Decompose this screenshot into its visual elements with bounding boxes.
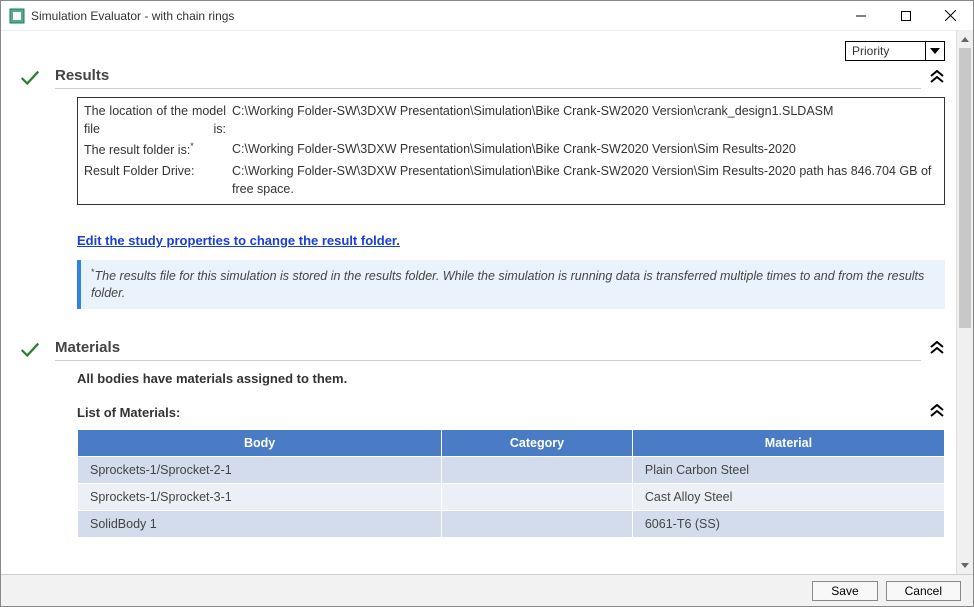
results-heading: Results [55, 67, 921, 89]
drive-value: C:\Working Folder-SW\3DXW Presentation\S… [232, 162, 938, 198]
materials-list-label: List of Materials: [77, 404, 945, 421]
save-button[interactable]: Save [812, 581, 877, 601]
drive-label: Result Folder Drive: [84, 162, 232, 198]
result-folder-value: C:\Working Folder-SW\3DXW Presentation\S… [232, 140, 938, 159]
materials-table: Body Category Material Sprockets-1/Sproc… [77, 429, 945, 538]
edit-properties-link[interactable]: Edit the study properties to change the … [77, 233, 400, 248]
materials-section-header: Materials [19, 339, 945, 361]
app-icon [9, 8, 25, 24]
col-category: Category [442, 429, 633, 456]
table-row: Sprockets-1/Sprocket-2-1 Plain Carbon St… [78, 456, 945, 483]
table-row: Sprockets-1/Sprocket-3-1 Cast Alloy Stee… [78, 483, 945, 510]
dropdown-selected: Priority [852, 44, 889, 58]
footer: Save Cancel [1, 574, 973, 606]
content-area: Priority Results The location of the mod… [1, 31, 973, 574]
results-section-header: Results [19, 67, 945, 89]
priority-dropdown[interactable]: Priority [845, 41, 945, 61]
maximize-button[interactable] [883, 1, 928, 31]
minimize-button[interactable] [838, 1, 883, 31]
check-icon [19, 339, 55, 361]
collapse-icon[interactable] [929, 341, 945, 358]
collapse-icon[interactable] [929, 70, 945, 87]
materials-heading: Materials [55, 339, 921, 361]
model-location-label: The location of the model file is: [84, 102, 232, 138]
window-title: Simulation Evaluator - with chain rings [31, 9, 838, 23]
window-controls [838, 1, 973, 31]
chevron-down-icon [925, 42, 940, 60]
table-row: SolidBody 1 6061-T6 (SS) [78, 510, 945, 537]
model-location-value: C:\Working Folder-SW\3DXW Presentation\S… [232, 102, 938, 138]
cancel-button[interactable]: Cancel [886, 581, 961, 601]
col-body: Body [78, 429, 442, 456]
col-material: Material [632, 429, 944, 456]
results-note: *The results file for this simulation is… [77, 260, 945, 309]
scroll-thumb[interactable] [959, 48, 971, 328]
scrollbar[interactable] [956, 31, 973, 574]
close-button[interactable] [928, 1, 973, 31]
collapse-icon[interactable] [929, 404, 945, 421]
results-info-box: The location of the model file is: C:\Wo… [77, 97, 945, 205]
scroll-down-icon[interactable] [957, 557, 973, 574]
check-icon [19, 67, 55, 89]
titlebar: Simulation Evaluator - with chain rings [1, 1, 973, 31]
materials-status: All bodies have materials assigned to th… [77, 371, 945, 386]
result-folder-label: The result folder is:* [84, 140, 232, 159]
scroll-up-icon[interactable] [957, 31, 973, 48]
